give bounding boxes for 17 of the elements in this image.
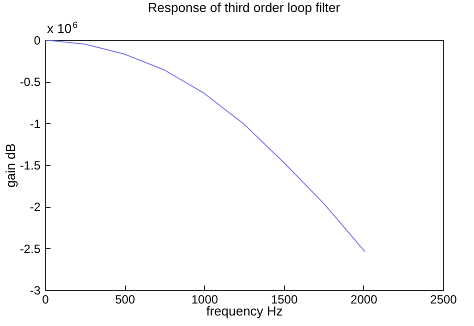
- x-tick-label: 1000: [191, 292, 218, 306]
- y-tick-label: -1: [30, 116, 41, 131]
- y-tick-label: 0: [34, 34, 41, 48]
- x-tick-label: 2500: [430, 292, 458, 306]
- x-tick-label: 1500: [270, 292, 298, 306]
- line-series: [45, 40, 366, 252]
- x-axis-title: frequency Hz: [206, 304, 283, 318]
- x-tick-label: 500: [115, 292, 136, 306]
- x-tick-label: 0: [42, 292, 50, 306]
- y-tick-label: -2.5: [20, 242, 41, 256]
- y-tick-label: -3: [30, 284, 41, 298]
- y-axis-title: gain dB: [2, 143, 18, 188]
- y-tick-label: -1.5: [20, 158, 41, 172]
- y-tick-label: -0.5: [20, 75, 41, 90]
- x-tick-label: 2000: [350, 292, 378, 306]
- chart-title: Response of third order loop filter: [148, 0, 341, 15]
- y-tick-label: -2: [30, 200, 41, 214]
